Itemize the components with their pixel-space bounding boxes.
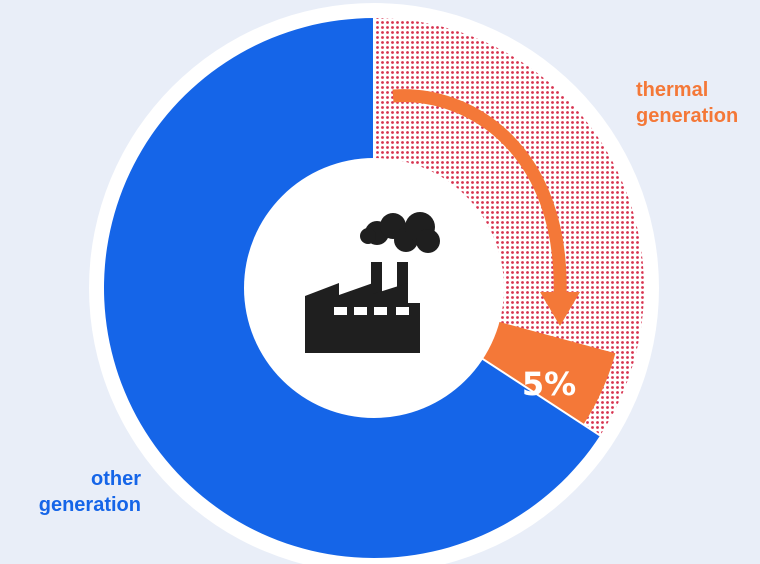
factory-icon <box>305 212 440 353</box>
data-label-5-percent: 5% <box>522 365 576 403</box>
thermal-label-line1: thermal <box>636 79 709 101</box>
slice-separator-1 <box>480 357 601 437</box>
slice-highlight-5-percent <box>481 321 616 425</box>
other-label-line1: other <box>91 468 141 490</box>
other-generation-label: other generation <box>0 466 141 518</box>
other-label-line2: generation <box>38 494 141 516</box>
slice-other-generation <box>103 18 601 558</box>
thermal-generation-label: thermal generation <box>636 77 738 129</box>
slice-thermal-generation <box>374 18 644 436</box>
thermal-label-line2: generation <box>636 105 739 127</box>
curved-arrow-icon <box>392 89 580 326</box>
